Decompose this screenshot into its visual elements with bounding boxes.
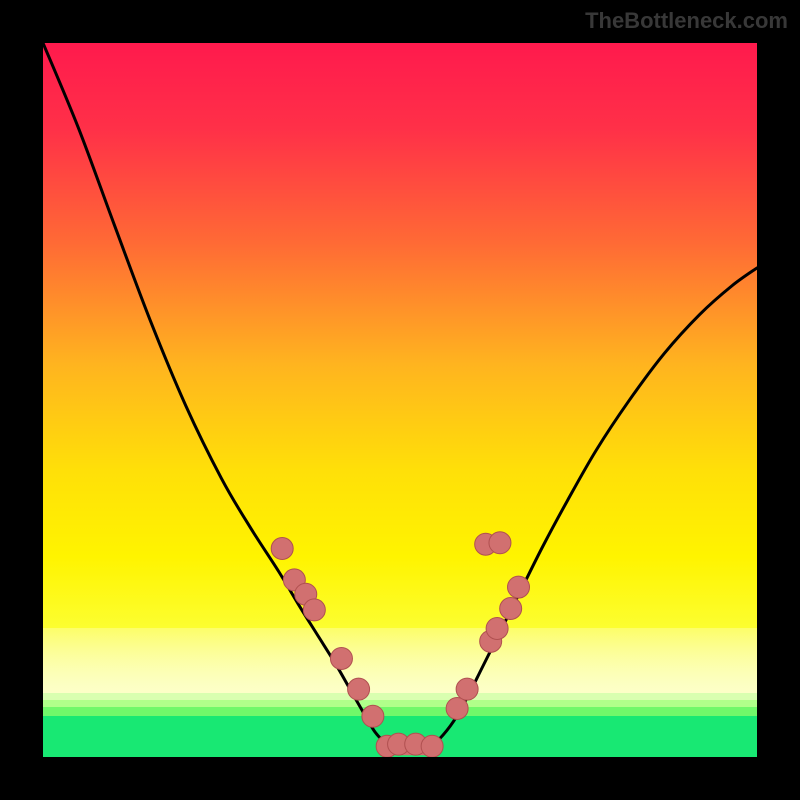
data-dot xyxy=(348,678,370,700)
data-dot xyxy=(362,705,384,727)
data-dot xyxy=(508,576,530,598)
chart-svg xyxy=(43,43,757,757)
data-dot xyxy=(446,697,468,719)
data-dot xyxy=(330,647,352,669)
curve-right xyxy=(429,268,757,748)
data-dot xyxy=(421,735,443,757)
plot-area xyxy=(43,43,757,757)
data-dot xyxy=(486,617,508,639)
data-dot xyxy=(489,532,511,554)
data-dot xyxy=(271,538,293,560)
watermark-text: TheBottleneck.com xyxy=(585,8,788,34)
data-dot xyxy=(500,597,522,619)
data-dot xyxy=(303,599,325,621)
dots-group xyxy=(271,532,529,757)
data-dot xyxy=(456,678,478,700)
curve-left xyxy=(43,43,398,748)
